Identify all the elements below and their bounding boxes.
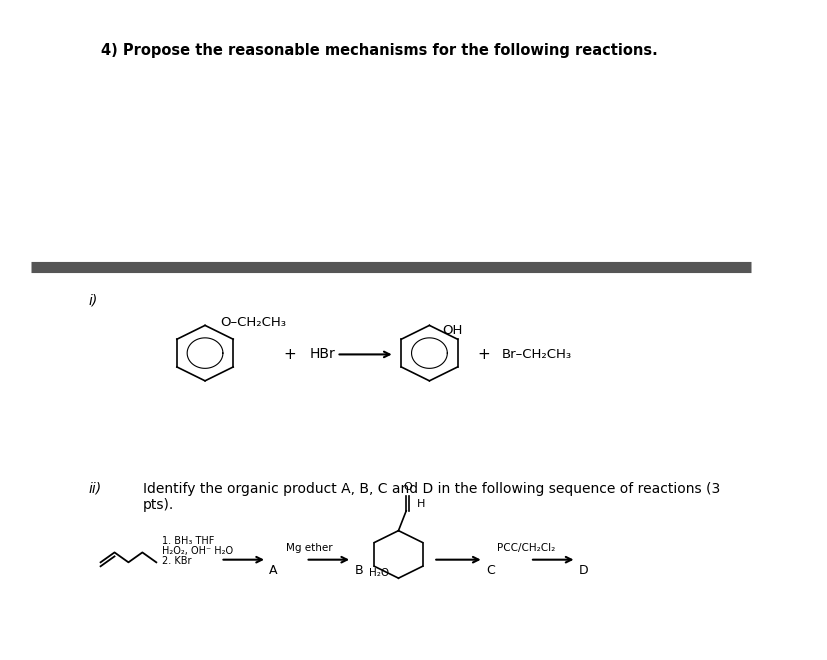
Text: PCC/CH₂Cl₂: PCC/CH₂Cl₂ <box>496 543 554 553</box>
Text: O–CH₂CH₃: O–CH₂CH₃ <box>220 315 286 329</box>
Text: Mg ether: Mg ether <box>286 543 332 553</box>
Text: OH: OH <box>442 323 462 337</box>
Text: H₂O₂, OH⁻ H₂O: H₂O₂, OH⁻ H₂O <box>162 546 233 556</box>
Text: Identify the organic product A, B, C and D in the following sequence of reaction: Identify the organic product A, B, C and… <box>143 482 719 512</box>
Text: Br–CH₂CH₃: Br–CH₂CH₃ <box>501 348 571 361</box>
Text: H: H <box>417 499 425 510</box>
Text: i): i) <box>88 294 98 308</box>
Text: +: + <box>284 347 296 362</box>
Text: D: D <box>578 564 588 578</box>
Text: 1. BH₃ THF: 1. BH₃ THF <box>162 537 214 546</box>
Text: H₂O: H₂O <box>369 568 389 578</box>
Text: A: A <box>269 564 277 578</box>
Text: B: B <box>354 564 362 578</box>
Text: ii): ii) <box>88 482 102 496</box>
Text: +: + <box>476 347 490 362</box>
Text: O: O <box>403 482 412 492</box>
Text: HBr: HBr <box>309 347 335 362</box>
Text: 4) Propose the reasonable mechanisms for the following reactions.: 4) Propose the reasonable mechanisms for… <box>100 43 657 58</box>
Text: C: C <box>485 564 494 578</box>
Text: 2. KBr: 2. KBr <box>162 556 192 566</box>
